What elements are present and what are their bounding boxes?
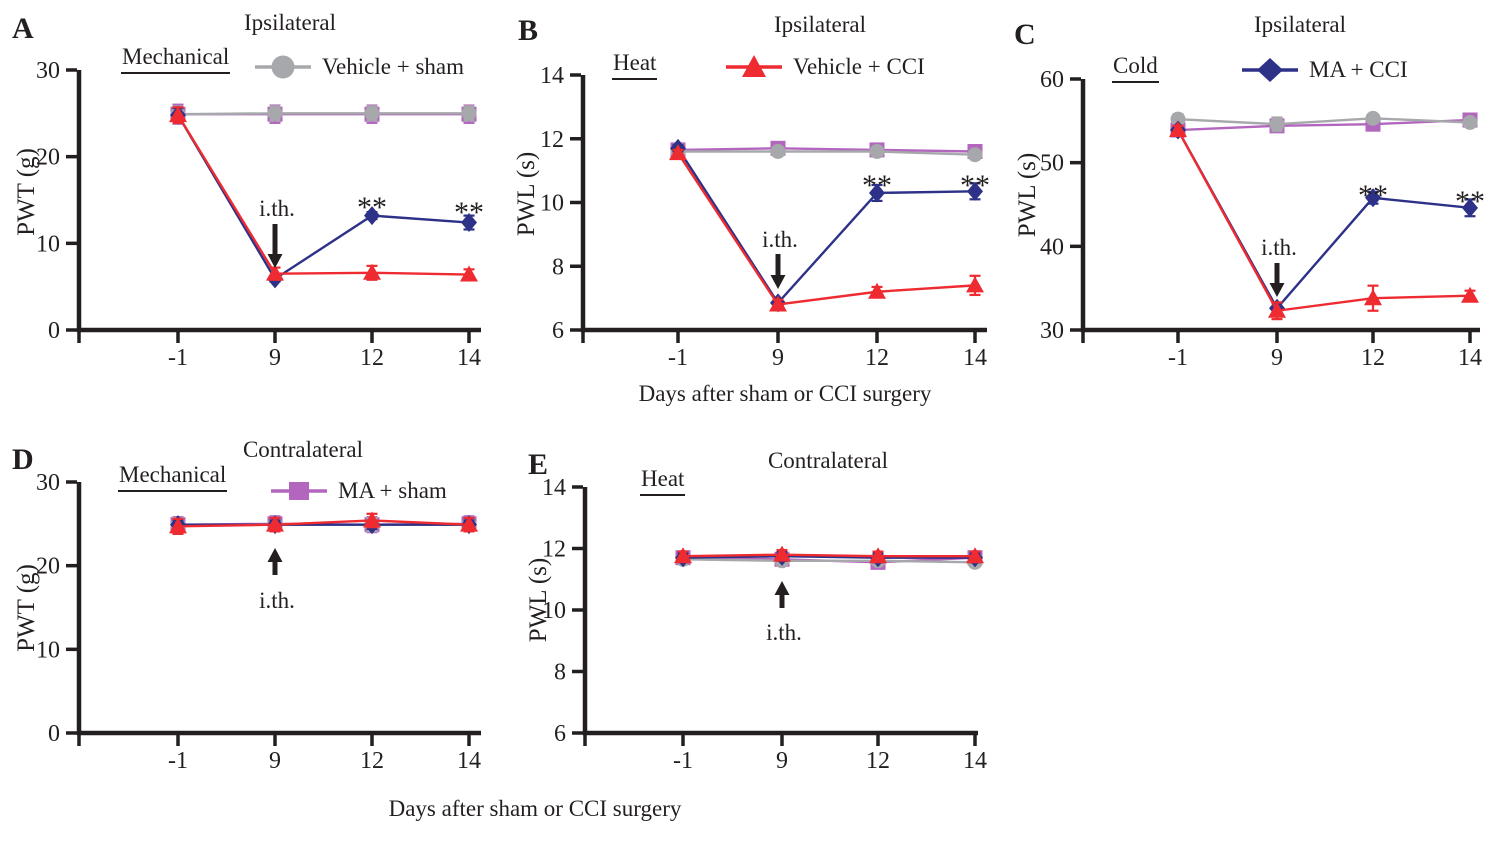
stimulus-label: Mechanical bbox=[118, 462, 228, 492]
plot-area-E: 6 8 10 12 14 -1 9 12 14 i.th. bbox=[542, 475, 987, 774]
panel-B: B Ipsilateral Heat Vehicle + CCI PWL (s)… bbox=[500, 0, 1040, 420]
panel-title: Ipsilateral bbox=[244, 10, 336, 35]
svg-text:**: ** bbox=[357, 191, 387, 224]
legend-label: MA + sham bbox=[338, 478, 447, 503]
legend-marker-vehicle-sham-icon bbox=[255, 55, 311, 79]
svg-text:-1: -1 bbox=[668, 345, 688, 371]
svg-text:0: 0 bbox=[48, 318, 60, 344]
svg-text:30: 30 bbox=[1040, 318, 1064, 344]
svg-text:8: 8 bbox=[552, 254, 564, 280]
svg-text:10: 10 bbox=[36, 637, 60, 663]
stimulus-label: Cold bbox=[1112, 53, 1159, 83]
plot-area-D: 0 10 20 30 -1 9 12 14 i.th. bbox=[36, 470, 481, 774]
stimulus-label: Heat bbox=[612, 50, 658, 80]
svg-text:9: 9 bbox=[772, 345, 784, 371]
panel-letter: A bbox=[12, 12, 34, 45]
panel-letter: B bbox=[518, 14, 539, 47]
panel-D: D Contralateral Mechanical MA + sham PWT… bbox=[0, 420, 500, 841]
panel-A: A Ipsilateral Mechanical Vehicle + sham … bbox=[0, 0, 500, 420]
svg-text:30: 30 bbox=[36, 58, 60, 84]
svg-text:14: 14 bbox=[457, 748, 481, 774]
stimulus-label: Mechanical bbox=[121, 44, 231, 74]
svg-text:14: 14 bbox=[963, 345, 987, 371]
svg-text:12: 12 bbox=[540, 127, 564, 153]
svg-text:i.th.: i.th. bbox=[259, 196, 295, 221]
panel-title: Contralateral bbox=[242, 437, 364, 462]
svg-text:-1: -1 bbox=[1168, 345, 1188, 371]
panel-title: Ipsilateral bbox=[1254, 12, 1346, 37]
legend: MA + CCI bbox=[1241, 53, 1408, 87]
svg-text:9: 9 bbox=[1271, 345, 1283, 371]
svg-text:10: 10 bbox=[542, 598, 566, 624]
svg-text:40: 40 bbox=[1040, 234, 1064, 260]
svg-text:14: 14 bbox=[1458, 345, 1482, 371]
svg-text:**: ** bbox=[960, 169, 990, 202]
legend-label: Vehicle + CCI bbox=[793, 54, 925, 79]
svg-text:**: ** bbox=[454, 196, 484, 229]
panel-title: Contralateral bbox=[767, 448, 889, 473]
svg-text:50: 50 bbox=[1040, 151, 1064, 177]
svg-text:30: 30 bbox=[36, 470, 60, 496]
svg-text:9: 9 bbox=[776, 748, 788, 774]
x-axis-label: Days after sham or CCI surgery bbox=[638, 381, 932, 406]
svg-text:9: 9 bbox=[269, 748, 281, 774]
plot-area-C: 30 40 50 60 -1 9 12 14 i.th. ** ** bbox=[1040, 67, 1485, 371]
svg-text:12: 12 bbox=[865, 345, 889, 371]
panel-E: E Contralateral Heat PWL (s) 6 8 10 12 14 -1 9… bbox=[500, 420, 1000, 841]
svg-text:10: 10 bbox=[36, 231, 60, 257]
svg-text:60: 60 bbox=[1040, 67, 1064, 93]
legend-marker-vehicle-cci-icon bbox=[726, 55, 782, 77]
panel-title: Ipsilateral bbox=[774, 12, 866, 37]
svg-text:-1: -1 bbox=[168, 345, 188, 371]
svg-text:**: ** bbox=[1455, 185, 1485, 218]
svg-text:**: ** bbox=[862, 169, 892, 202]
svg-text:12: 12 bbox=[1361, 345, 1385, 371]
svg-text:9: 9 bbox=[269, 345, 281, 371]
svg-text:12: 12 bbox=[542, 537, 566, 563]
svg-text:-1: -1 bbox=[168, 748, 188, 774]
svg-text:12: 12 bbox=[866, 748, 890, 774]
legend: MA + sham bbox=[270, 474, 447, 508]
svg-text:14: 14 bbox=[457, 345, 481, 371]
legend-marker-ma-sham-icon bbox=[271, 482, 327, 500]
svg-text:i.th.: i.th. bbox=[762, 227, 798, 252]
svg-text:20: 20 bbox=[36, 554, 60, 580]
legend-label: MA + CCI bbox=[1309, 57, 1408, 82]
svg-text:i.th.: i.th. bbox=[1261, 235, 1297, 260]
svg-text:20: 20 bbox=[36, 145, 60, 171]
shared-x-axis-label: Days after sham or CCI surgery bbox=[388, 796, 682, 821]
svg-text:14: 14 bbox=[540, 63, 564, 89]
plot-area-B: 6 8 10 12 14 -1 9 12 14 i.th. ** ** bbox=[540, 63, 990, 371]
plot-area-A: 0 10 20 30 -1 9 12 14 i.th. ** ** bbox=[36, 58, 484, 371]
stimulus-label: Heat bbox=[640, 466, 686, 496]
panel-letter: C bbox=[1014, 18, 1036, 51]
svg-text:i.th.: i.th. bbox=[259, 588, 295, 613]
svg-text:14: 14 bbox=[542, 475, 566, 501]
legend: Vehicle + CCI bbox=[725, 50, 925, 84]
panel-C: C Ipsilateral Cold MA + CCI PWL (s) 30 40… bbox=[1000, 0, 1500, 420]
svg-text:14: 14 bbox=[963, 748, 987, 774]
legend-label: Vehicle + sham bbox=[322, 54, 464, 79]
svg-text:-1: -1 bbox=[673, 748, 693, 774]
svg-text:10: 10 bbox=[540, 191, 564, 217]
svg-text:i.th.: i.th. bbox=[766, 620, 802, 645]
svg-text:8: 8 bbox=[554, 660, 566, 686]
panel-letter: E bbox=[528, 448, 549, 481]
svg-text:12: 12 bbox=[360, 345, 384, 371]
svg-text:6: 6 bbox=[552, 318, 564, 344]
legend: Vehicle + sham bbox=[254, 50, 464, 84]
panel-letter: D bbox=[12, 443, 34, 476]
svg-text:6: 6 bbox=[554, 721, 566, 747]
svg-text:12: 12 bbox=[360, 748, 384, 774]
svg-text:**: ** bbox=[1358, 179, 1388, 212]
legend-marker-ma-cci-icon bbox=[1242, 58, 1298, 82]
svg-text:0: 0 bbox=[48, 721, 60, 747]
